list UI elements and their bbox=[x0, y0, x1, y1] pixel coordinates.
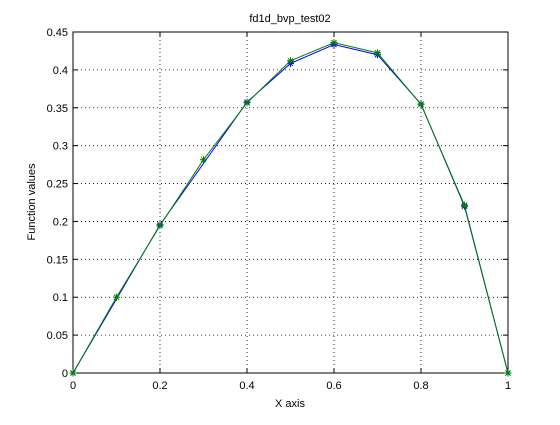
series-line bbox=[72, 42, 509, 374]
data-point-marker bbox=[330, 39, 338, 47]
plot-frame bbox=[72, 31, 509, 374]
y-tick-label: 0.2 bbox=[53, 216, 68, 228]
data-series bbox=[69, 39, 512, 377]
series-line bbox=[72, 43, 509, 374]
data-point-marker bbox=[504, 369, 512, 377]
marker-stroke bbox=[331, 39, 337, 46]
chart-title: fd1d_bvp_test02 bbox=[249, 13, 330, 25]
marker-stroke bbox=[70, 370, 76, 376]
x-axis-label: X axis bbox=[275, 398, 305, 410]
marker-stroke bbox=[200, 156, 207, 163]
x-tick-label: 0.6 bbox=[326, 380, 341, 392]
data-point-marker bbox=[374, 49, 381, 57]
y-tick-label: 0.05 bbox=[47, 330, 68, 342]
y-tick-label: 0.45 bbox=[47, 27, 68, 39]
x-tick-label: 1 bbox=[505, 380, 511, 392]
y-tick-label: 0.4 bbox=[53, 65, 68, 77]
data-point-marker bbox=[461, 201, 468, 209]
y-axis-label: Function values bbox=[26, 163, 38, 241]
grid-lines bbox=[73, 32, 508, 373]
data-point-marker bbox=[113, 293, 120, 301]
marker-stroke bbox=[505, 370, 511, 376]
series-2 bbox=[69, 39, 512, 377]
marker-stroke bbox=[287, 57, 294, 64]
marker-stroke bbox=[374, 49, 381, 56]
series-1 bbox=[69, 41, 512, 377]
x-tick-label: 0 bbox=[70, 380, 76, 392]
data-point-marker bbox=[69, 369, 77, 377]
y-tick-label: 0.3 bbox=[53, 141, 68, 153]
y-tick-label: 0 bbox=[62, 368, 68, 380]
y-tick-label: 0.25 bbox=[47, 179, 68, 191]
y-tick-label: 0.35 bbox=[47, 103, 68, 115]
data-point-marker bbox=[243, 99, 251, 107]
marker-stroke bbox=[113, 294, 120, 301]
axis-ticks: 0 0.2 0.4 0.6 0.8 1 0 0.05 0.1 0.15 0.2 0.25 0.3 0.35… bbox=[47, 27, 511, 392]
x-tick-label: 0.4 bbox=[239, 380, 254, 392]
marker-stroke bbox=[418, 101, 424, 108]
y-tick-label: 0.1 bbox=[53, 292, 68, 304]
data-point-marker bbox=[287, 57, 294, 65]
data-point-marker bbox=[200, 156, 207, 164]
x-tick-label: 0.8 bbox=[413, 380, 428, 392]
x-tick-label: 0.2 bbox=[152, 380, 167, 392]
data-point-marker bbox=[156, 222, 164, 230]
marker-stroke bbox=[244, 99, 250, 106]
data-point-marker bbox=[417, 100, 425, 108]
marker-stroke bbox=[461, 202, 468, 209]
marker-stroke bbox=[157, 222, 163, 229]
y-tick-label: 0.15 bbox=[47, 254, 68, 266]
